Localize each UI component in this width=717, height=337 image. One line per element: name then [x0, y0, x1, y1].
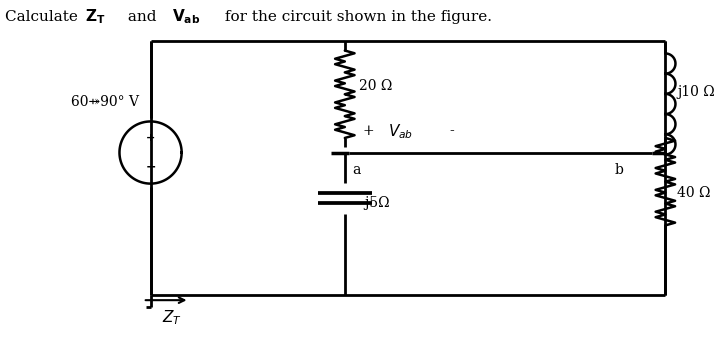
Text: −: −: [146, 161, 156, 174]
Text: -: -: [450, 124, 455, 138]
Text: b: b: [615, 163, 624, 177]
Text: +: +: [362, 124, 374, 138]
Text: 40 Ω: 40 Ω: [677, 186, 711, 200]
Text: for the circuit shown in the figure.: for the circuit shown in the figure.: [221, 9, 493, 24]
Text: 60⤀90° V: 60⤀90° V: [71, 95, 139, 109]
Text: Calculate: Calculate: [5, 9, 82, 24]
Text: 20 Ω: 20 Ω: [359, 80, 393, 93]
Text: a: a: [353, 163, 361, 177]
Text: j10 Ω: j10 Ω: [677, 85, 715, 99]
Text: $Z_T$: $Z_T$: [162, 308, 182, 327]
Text: $V_{ab}$: $V_{ab}$: [388, 122, 413, 141]
Text: $\mathbf{Z_T}$: $\mathbf{Z_T}$: [85, 7, 105, 26]
Text: $\mathbf{V_{ab}}$: $\mathbf{V_{ab}}$: [172, 7, 200, 26]
Text: +: +: [146, 132, 155, 143]
Text: and: and: [123, 9, 162, 24]
Text: - j5Ω: - j5Ω: [356, 196, 390, 210]
